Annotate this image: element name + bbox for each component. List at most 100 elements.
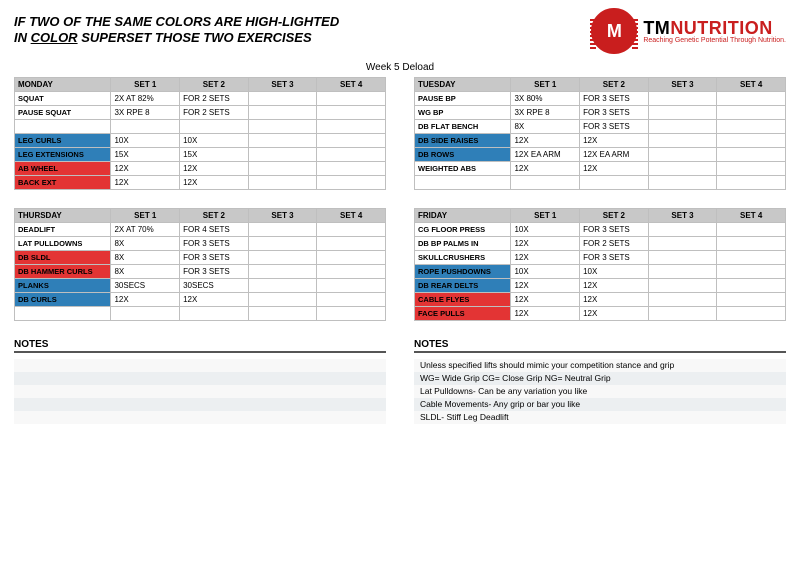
- set-cell: FOR 2 SETS: [180, 92, 249, 106]
- header: IF TWO OF THE SAME COLORS ARE HIGH-LIGHT…: [14, 8, 786, 54]
- set-cell: FOR 3 SETS: [180, 237, 249, 251]
- table-row: PAUSE SQUAT3X RPE 8FOR 2 SETS: [15, 106, 386, 120]
- note-line: Lat Pulldowns- Can be any variation you …: [414, 385, 786, 398]
- note-line: [14, 385, 386, 398]
- set-cell: [180, 307, 249, 321]
- table-row: PAUSE BP3X 80%FOR 3 SETS: [415, 92, 786, 106]
- set-cell: FOR 2 SETS: [580, 237, 649, 251]
- exercise-name: WEIGHTED ABS: [415, 162, 511, 176]
- set-header: SET 3: [648, 209, 717, 223]
- table-row: [415, 176, 786, 190]
- set-cell: [317, 237, 386, 251]
- set-cell: [111, 120, 180, 134]
- set-cell: [717, 307, 786, 321]
- set-cell: [317, 134, 386, 148]
- table-row: DB SIDE RAISES12X12X: [415, 134, 786, 148]
- table-row: DB CURLS12X12X: [15, 293, 386, 307]
- set-cell: [648, 251, 717, 265]
- note-line: SLDL- Stiff Leg Deadlift: [414, 411, 786, 424]
- note-line: Cable Movements- Any grip or bar you lik…: [414, 398, 786, 411]
- set-cell: FOR 3 SETS: [580, 251, 649, 265]
- set-cell: [248, 223, 317, 237]
- table-row: CABLE FLYES12X12X: [415, 293, 786, 307]
- set-cell: 12X: [511, 237, 580, 251]
- exercise-name: LAT PULLDOWNS: [15, 237, 111, 251]
- day-header: FRIDAY: [415, 209, 511, 223]
- note-line: [14, 398, 386, 411]
- set-header: SET 4: [317, 78, 386, 92]
- set-cell: [717, 279, 786, 293]
- exercise-name: CG FLOOR PRESS: [415, 223, 511, 237]
- set-cell: 12X: [580, 162, 649, 176]
- set-cell: [717, 148, 786, 162]
- set-cell: [317, 265, 386, 279]
- set-header: SET 2: [180, 209, 249, 223]
- set-cell: [717, 293, 786, 307]
- exercise-name: PAUSE SQUAT: [15, 106, 111, 120]
- set-cell: 2X AT 82%: [111, 92, 180, 106]
- table-row: PLANKS30SECS30SECS: [15, 279, 386, 293]
- set-cell: [317, 106, 386, 120]
- set-header: SET 2: [580, 78, 649, 92]
- set-cell: [717, 92, 786, 106]
- set-cell: [717, 265, 786, 279]
- table-row: [15, 120, 386, 134]
- set-cell: [648, 92, 717, 106]
- note-line: Unless specified lifts should mimic your…: [414, 359, 786, 372]
- notes-title: NOTES: [14, 339, 386, 353]
- set-cell: [717, 134, 786, 148]
- set-cell: [717, 106, 786, 120]
- table-row: CG FLOOR PRESS10XFOR 3 SETS: [415, 223, 786, 237]
- set-header: SET 3: [648, 78, 717, 92]
- brand-logo: M TMNUTRITION Reaching Genetic Potential…: [591, 8, 786, 54]
- set-cell: 10X: [511, 265, 580, 279]
- logo-icon: M: [591, 8, 637, 54]
- set-cell: FOR 3 SETS: [580, 120, 649, 134]
- right-column: TUESDAYSET 1SET 2SET 3SET 4PAUSE BP3X 80…: [414, 77, 786, 424]
- set-cell: [248, 162, 317, 176]
- workout-table-tuesday: TUESDAYSET 1SET 2SET 3SET 4PAUSE BP3X 80…: [414, 77, 786, 190]
- set-cell: 2X AT 70%: [111, 223, 180, 237]
- columns: MONDAYSET 1SET 2SET 3SET 4SQUAT2X AT 82%…: [14, 77, 786, 424]
- exercise-name: WG BP: [415, 106, 511, 120]
- set-cell: 10X: [580, 265, 649, 279]
- set-cell: [580, 176, 649, 190]
- set-cell: 12X: [580, 293, 649, 307]
- set-cell: 3X RPE 8: [511, 106, 580, 120]
- exercise-name: DB HAMMER CURLS: [15, 265, 111, 279]
- set-cell: 12X: [111, 176, 180, 190]
- day-header: MONDAY: [15, 78, 111, 92]
- exercise-name: DB BP PALMS IN: [415, 237, 511, 251]
- set-cell: 12X: [511, 162, 580, 176]
- set-cell: [648, 293, 717, 307]
- set-cell: [648, 265, 717, 279]
- table-row: AB WHEEL12X12X: [15, 162, 386, 176]
- set-cell: 10X: [511, 223, 580, 237]
- set-cell: [317, 293, 386, 307]
- set-cell: 15X: [180, 148, 249, 162]
- notes-right: NOTES Unless specified lifts should mimic…: [414, 339, 786, 424]
- exercise-name: LEG CURLS: [15, 134, 111, 148]
- set-header: SET 1: [511, 209, 580, 223]
- table-row: SQUAT2X AT 82%FOR 2 SETS: [15, 92, 386, 106]
- set-cell: [248, 148, 317, 162]
- set-cell: 12X: [180, 293, 249, 307]
- table-row: DB REAR DELTS12X12X: [415, 279, 786, 293]
- instruction-line1: IF TWO OF THE SAME COLORS ARE HIGH-LIGHT…: [14, 14, 339, 30]
- set-cell: [248, 265, 317, 279]
- set-cell: [717, 223, 786, 237]
- exercise-name: DB FLAT BENCH: [415, 120, 511, 134]
- exercise-name: [15, 307, 111, 321]
- set-cell: FOR 2 SETS: [180, 106, 249, 120]
- notes-title: NOTES: [414, 339, 786, 353]
- set-cell: [717, 251, 786, 265]
- set-cell: [248, 251, 317, 265]
- set-cell: [648, 162, 717, 176]
- set-cell: [648, 120, 717, 134]
- table-row: DB FLAT BENCH8XFOR 3 SETS: [415, 120, 786, 134]
- set-cell: [248, 237, 317, 251]
- workout-table-thursday: THURSDAYSET 1SET 2SET 3SET 4DEADLIFT2X A…: [14, 208, 386, 321]
- set-cell: 12X: [580, 279, 649, 293]
- set-cell: FOR 3 SETS: [580, 223, 649, 237]
- exercise-name: ROPE PUSHDOWNS: [415, 265, 511, 279]
